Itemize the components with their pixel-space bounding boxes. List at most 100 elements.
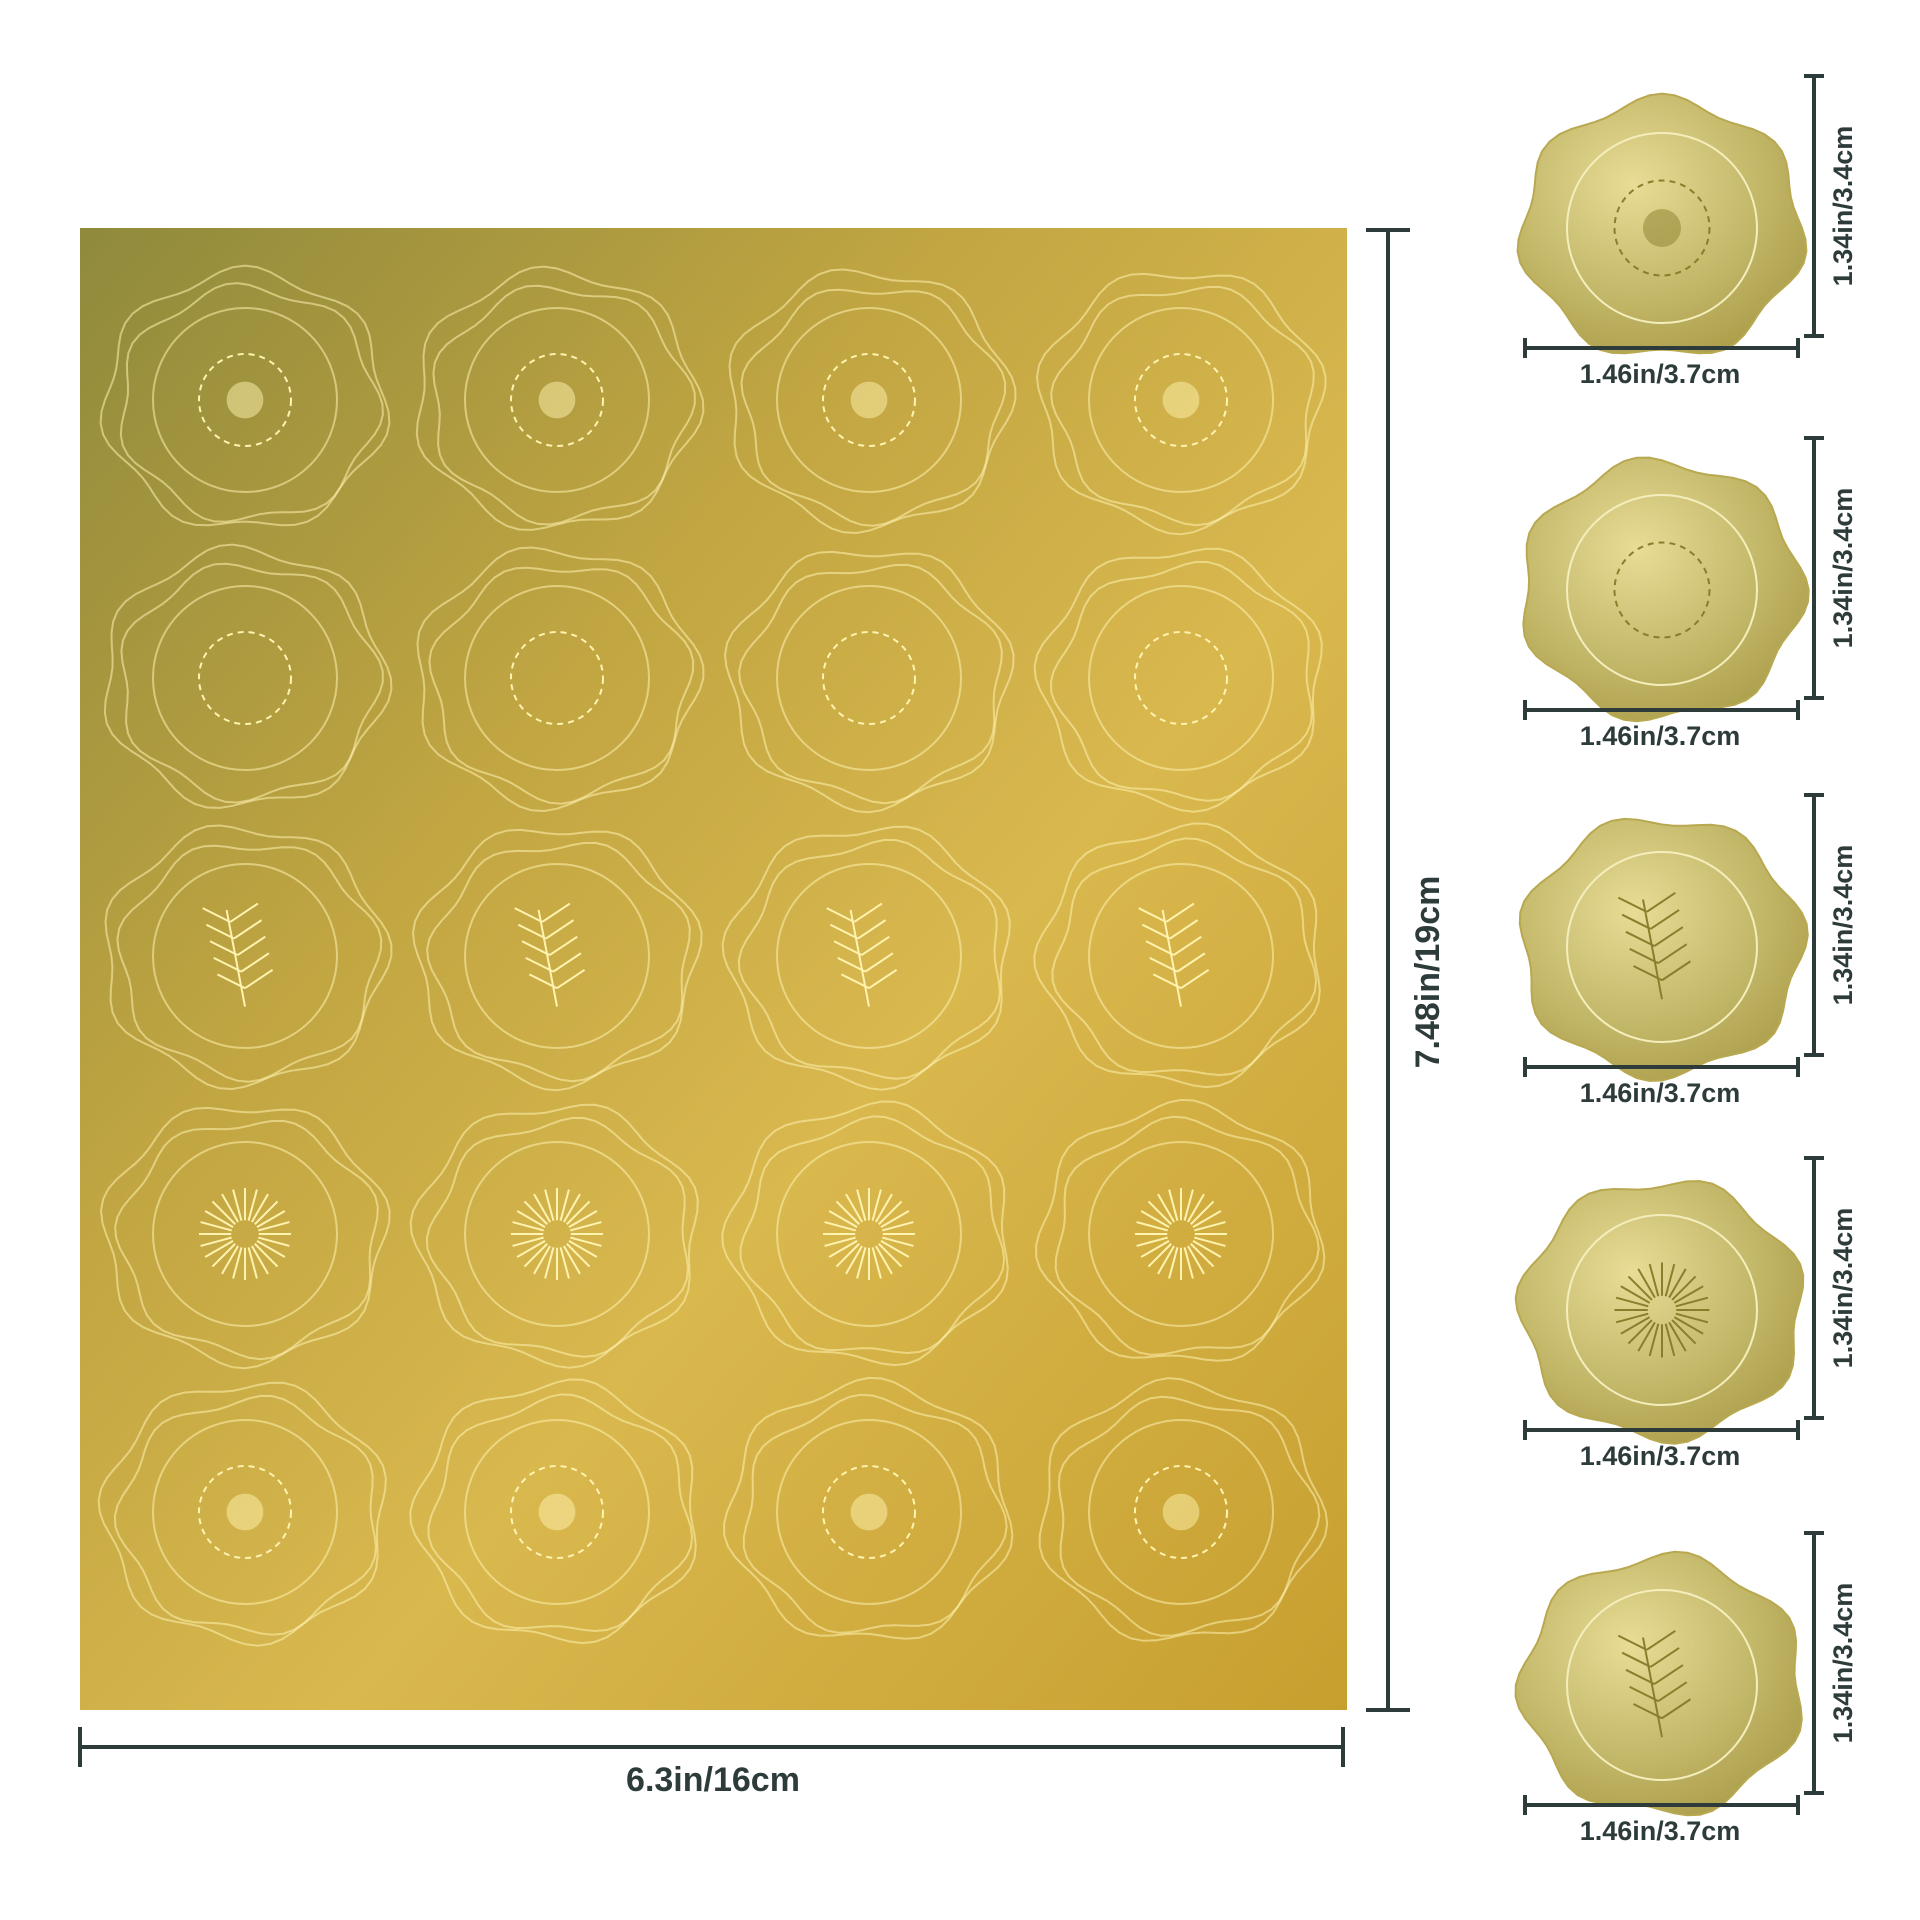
petal <box>251 1193 269 1223</box>
leaf <box>1617 896 1648 913</box>
petal <box>1627 1319 1653 1345</box>
seal-outline <box>104 824 393 1091</box>
seal <box>721 1100 1009 1367</box>
leaf <box>1661 1698 1692 1720</box>
petal <box>824 1236 856 1247</box>
petal <box>533 1193 551 1223</box>
petal <box>1664 1263 1676 1297</box>
stem <box>1642 1637 1663 1738</box>
seal <box>728 268 1017 535</box>
petal <box>512 1236 544 1247</box>
petal <box>533 1245 551 1275</box>
petal <box>828 1240 858 1258</box>
seal <box>1035 272 1327 536</box>
petal <box>1675 1296 1709 1308</box>
seal-ring <box>776 1419 962 1605</box>
petal <box>1615 1296 1649 1308</box>
petal <box>1648 1263 1660 1297</box>
wreath <box>198 353 292 447</box>
seal-outline <box>425 1116 689 1358</box>
leaf <box>1165 902 1195 923</box>
leaf <box>1633 965 1663 982</box>
wreath <box>198 1465 292 1559</box>
sticker: 1.46in/3.7cm 1.34in/3.4cm <box>1522 436 1858 751</box>
petal <box>251 1245 269 1275</box>
seal-ring <box>1088 1419 1274 1605</box>
sticker: 1.46in/3.7cm 1.34in/3.4cm <box>1514 1531 1858 1846</box>
seal-outline <box>411 828 703 1092</box>
sticker-height-label: 1.34in/3.4cm <box>1828 1583 1858 1744</box>
petal <box>1194 1236 1226 1247</box>
petal <box>1675 1312 1709 1324</box>
flower <box>226 381 264 419</box>
petal <box>835 1243 860 1268</box>
petal <box>512 1221 544 1232</box>
leaf <box>556 968 586 990</box>
petal <box>211 1200 236 1225</box>
seal <box>721 825 1011 1091</box>
petal <box>1671 1319 1697 1345</box>
leaf <box>209 940 239 956</box>
leaf <box>521 940 551 956</box>
petal <box>1187 1193 1205 1223</box>
petal <box>559 1247 570 1279</box>
leaf <box>1657 943 1688 964</box>
seal-outline <box>416 546 705 813</box>
leaf <box>1650 1647 1680 1668</box>
petal <box>1157 1245 1175 1275</box>
petal <box>254 1243 279 1268</box>
leaf <box>857 919 887 940</box>
seal-outline <box>113 1394 377 1636</box>
petal <box>1136 1236 1168 1247</box>
seal-outline <box>728 268 1017 535</box>
leaf <box>216 973 246 990</box>
petal <box>1664 1323 1676 1357</box>
petal <box>200 1221 232 1232</box>
petal <box>882 1221 914 1232</box>
seal-outline <box>740 288 1007 527</box>
petal <box>1190 1200 1215 1225</box>
sheet-seals <box>97 264 1329 1647</box>
seal <box>97 1381 387 1647</box>
petal <box>1168 1247 1179 1279</box>
flower <box>538 1493 576 1531</box>
petal <box>211 1243 236 1268</box>
seal-ring <box>152 585 338 771</box>
seal-outline <box>427 1393 694 1633</box>
seal-outline <box>739 1115 1006 1355</box>
seal-ring <box>776 585 962 771</box>
petal <box>232 1247 243 1279</box>
leaf <box>1145 940 1175 956</box>
petal <box>256 1240 286 1258</box>
leaf <box>1650 909 1680 930</box>
petal <box>1673 1316 1704 1335</box>
petal <box>523 1200 548 1225</box>
petal <box>880 1210 910 1228</box>
seal-outline <box>426 841 691 1083</box>
seal-outline <box>737 838 1001 1080</box>
petal <box>1615 1312 1649 1324</box>
leaf <box>244 968 274 990</box>
leaf <box>213 956 242 973</box>
leaf <box>514 907 543 923</box>
leaf <box>545 919 575 940</box>
seal-ring <box>152 1141 338 1327</box>
leaf <box>1173 935 1202 956</box>
leaf <box>837 956 866 973</box>
sheet-width-label: 6.3in/16cm <box>626 1761 800 1799</box>
sticker: 1.46in/3.7cm 1.34in/3.4cm <box>1518 793 1858 1108</box>
petal <box>1192 1240 1222 1258</box>
leaf <box>853 902 883 923</box>
seal-outline <box>1035 272 1327 536</box>
petal <box>254 1200 279 1225</box>
wreath <box>822 631 916 725</box>
petal <box>544 1247 555 1279</box>
leaf <box>205 923 235 940</box>
sticker-sheet <box>80 228 1347 1710</box>
leaf <box>1629 1686 1659 1703</box>
leaf <box>1138 907 1167 923</box>
leaf <box>833 940 863 956</box>
seal <box>104 824 393 1091</box>
leaf <box>1625 930 1655 947</box>
